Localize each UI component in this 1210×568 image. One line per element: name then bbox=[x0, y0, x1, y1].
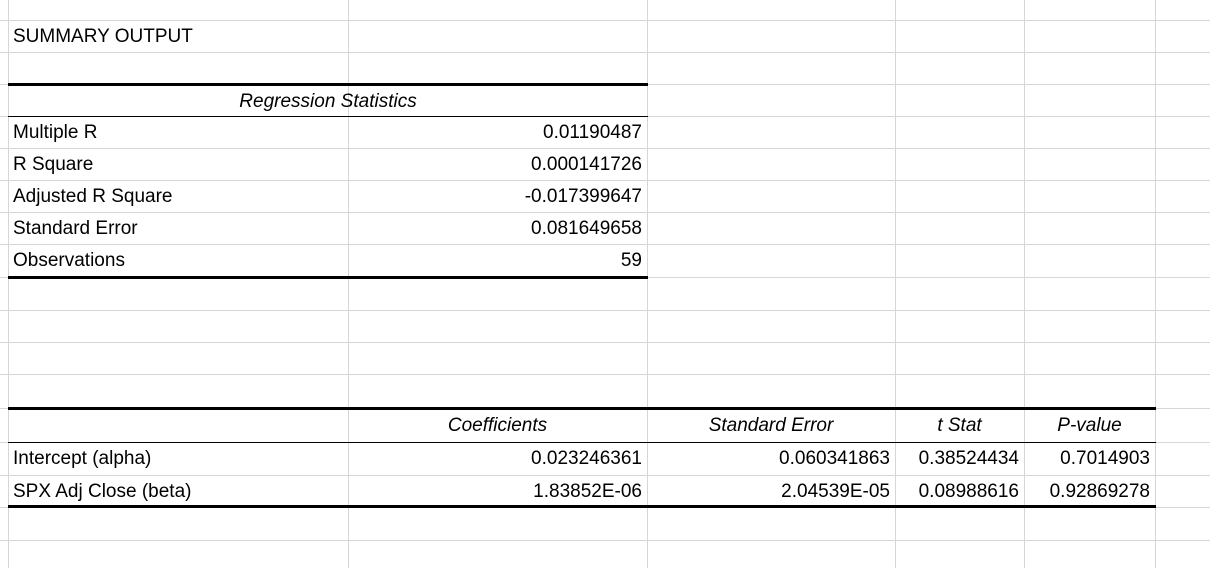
gridline-v bbox=[895, 0, 896, 568]
stat-label[interactable]: R Square bbox=[13, 154, 94, 175]
gridline-v bbox=[8, 0, 9, 568]
coef-p-value[interactable]: 0.92869278 bbox=[1049, 481, 1150, 502]
table-top-border bbox=[8, 83, 648, 86]
table-bottom-border bbox=[8, 276, 648, 279]
gridline-v bbox=[1155, 0, 1156, 568]
gridline-v bbox=[348, 0, 349, 568]
coef-header[interactable]: P-value bbox=[1057, 415, 1122, 436]
coef-value[interactable]: 0.023246361 bbox=[531, 448, 642, 469]
coef-p-value[interactable]: 0.7014903 bbox=[1060, 448, 1150, 469]
coef-bottom-border bbox=[8, 505, 1156, 508]
gridline-h bbox=[0, 475, 1210, 476]
stat-value[interactable]: 0.000141726 bbox=[531, 154, 642, 175]
stat-value[interactable]: -0.017399647 bbox=[524, 186, 642, 207]
stat-label[interactable]: Standard Error bbox=[13, 218, 138, 239]
stat-value[interactable]: 0.081649658 bbox=[531, 218, 642, 239]
regression-stats-header[interactable]: Regression Statistics bbox=[239, 91, 417, 112]
header-underline bbox=[8, 116, 648, 117]
stat-value[interactable]: 0.01190487 bbox=[543, 122, 642, 143]
gridline-h bbox=[0, 342, 1210, 343]
gridline-h bbox=[0, 244, 1210, 245]
gridline-h bbox=[0, 20, 1210, 21]
coef-std-error[interactable]: 2.04539E-05 bbox=[781, 481, 890, 502]
coef-t-stat[interactable]: 0.08988616 bbox=[918, 481, 1019, 502]
stat-value[interactable]: 59 bbox=[620, 250, 642, 271]
coef-row-label[interactable]: Intercept (alpha) bbox=[13, 448, 152, 469]
coef-value[interactable]: 1.83852E-06 bbox=[533, 481, 642, 502]
coef-header[interactable]: Coefficients bbox=[447, 415, 548, 436]
coef-row-label[interactable]: SPX Adj Close (beta) bbox=[13, 481, 192, 502]
gridline-h bbox=[0, 212, 1210, 213]
coef-header[interactable]: Standard Error bbox=[708, 415, 834, 436]
stat-label[interactable]: Observations bbox=[13, 250, 125, 271]
gridline-h bbox=[0, 374, 1210, 375]
stat-label[interactable]: Adjusted R Square bbox=[13, 186, 173, 207]
gridline-v bbox=[1024, 0, 1025, 568]
coef-header[interactable]: t Stat bbox=[937, 415, 982, 436]
gridline-h bbox=[0, 180, 1210, 181]
summary-title[interactable]: SUMMARY OUTPUT bbox=[13, 26, 193, 47]
gridline-h bbox=[0, 52, 1210, 53]
stat-label[interactable]: Multiple R bbox=[13, 122, 98, 143]
coef-std-error[interactable]: 0.060341863 bbox=[779, 448, 890, 469]
coef-top-border bbox=[8, 407, 1156, 410]
gridline-h bbox=[0, 148, 1210, 149]
coef-header-underline bbox=[8, 442, 1156, 443]
gridline-h bbox=[0, 310, 1210, 311]
coef-t-stat[interactable]: 0.38524434 bbox=[918, 448, 1019, 469]
gridline-v bbox=[647, 0, 648, 568]
gridline-h bbox=[0, 540, 1210, 541]
